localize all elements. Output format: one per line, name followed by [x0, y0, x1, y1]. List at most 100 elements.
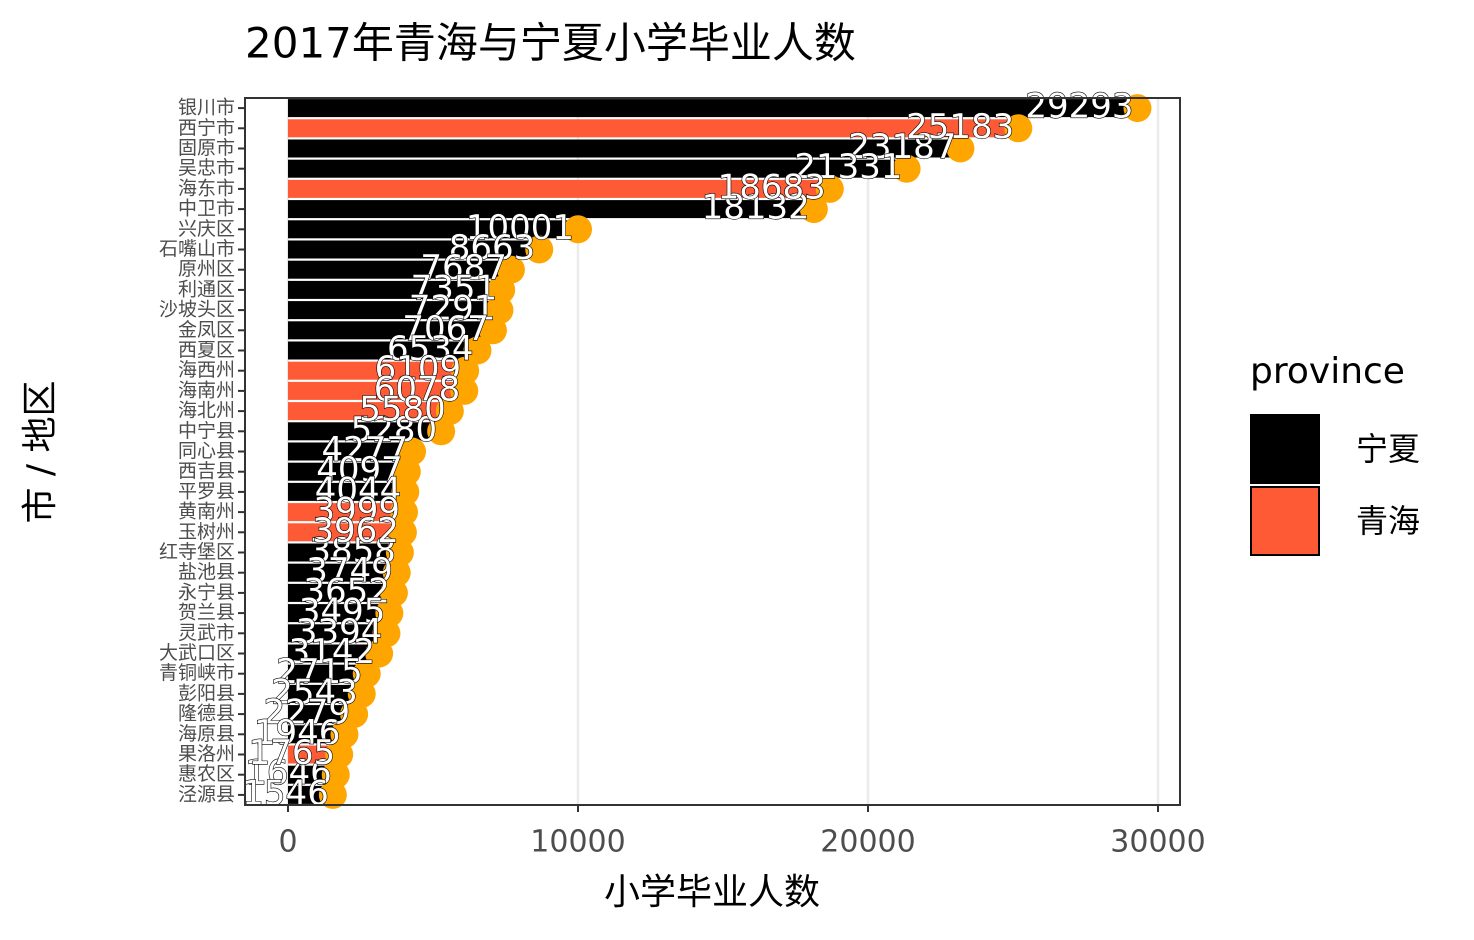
y-tick-label: 隆德县 [178, 703, 235, 725]
chart-title: 2017年青海与宁夏小学毕业人数 [245, 19, 856, 68]
value-label: 7687 [420, 248, 507, 288]
y-tick-label: 原州区 [178, 258, 235, 280]
point [389, 498, 418, 527]
value-label: 4044 [315, 470, 402, 510]
bar [288, 604, 390, 623]
y-tick-label: 海北州 [178, 400, 235, 422]
point [392, 457, 421, 486]
y-tick-label: 海东市 [178, 177, 235, 199]
value-label: 3652 [303, 571, 390, 611]
y-tick-label: 果洛州 [178, 743, 235, 765]
y-tick-label: 中宁县 [178, 420, 235, 442]
y-tick-label: 同心县 [178, 440, 235, 462]
y-tick-label: 贺兰县 [178, 602, 235, 624]
bar [288, 462, 407, 481]
bar [288, 402, 450, 421]
point [1123, 94, 1152, 123]
value-label: 18683 [718, 167, 826, 207]
value-label: 7291 [409, 289, 496, 329]
value-label: 1646 [245, 753, 332, 793]
point [799, 195, 828, 224]
value-label: 2279 [264, 693, 351, 733]
plot-border [244, 97, 1181, 806]
y-tick-label: 石嘴山市 [159, 238, 235, 260]
x-axis-label: 小学毕业人数 [604, 872, 820, 913]
bar [288, 563, 397, 582]
value-label: 8663 [449, 228, 536, 268]
point [435, 397, 464, 426]
bar [288, 119, 1019, 138]
value-label: 2543 [271, 672, 358, 712]
bar [288, 260, 511, 279]
value-label: 2715 [276, 652, 363, 692]
bar [288, 705, 355, 724]
value-label: 18132 [702, 188, 810, 228]
x-tick-label: 30000 [1110, 825, 1205, 860]
bar [288, 139, 961, 158]
y-tick-label: 利通区 [178, 278, 235, 300]
y-tick-label: 西夏区 [178, 339, 235, 361]
point [487, 275, 516, 304]
bar [288, 280, 502, 299]
bar [288, 99, 1138, 118]
bar [288, 361, 466, 380]
point [450, 376, 479, 405]
value-label: 23187 [848, 127, 956, 167]
bar [288, 381, 465, 400]
value-label: 5580 [359, 390, 446, 430]
value-label: 1765 [249, 733, 336, 773]
legend-swatch [1250, 414, 1320, 484]
value-label: 21331 [794, 147, 902, 187]
y-tick-label: 黄南州 [178, 501, 235, 523]
legend-title: province [1250, 351, 1405, 392]
value-label: 10001 [466, 208, 574, 248]
value-label: 3495 [299, 592, 386, 632]
y-tick-label: 兴庆区 [178, 218, 235, 240]
bar [288, 422, 442, 441]
point [388, 518, 417, 547]
y-tick-label: 玉树州 [178, 521, 235, 543]
y-tick-label: 盐池县 [178, 561, 235, 583]
point [325, 740, 354, 769]
y-tick-label: 灵武市 [178, 622, 235, 644]
y-tick-label: 西吉县 [178, 460, 235, 482]
point [318, 780, 347, 809]
value-label: 3749 [306, 551, 393, 591]
y-tick-label: 吴忠市 [178, 157, 235, 179]
bar [288, 240, 540, 259]
value-label: 4277 [322, 430, 409, 470]
value-label: 6534 [387, 329, 474, 369]
point [365, 639, 394, 668]
bar [288, 583, 394, 602]
point [451, 356, 480, 385]
bar [288, 543, 400, 562]
y-tick-label: 海南州 [178, 379, 235, 401]
point [525, 235, 554, 264]
bar [288, 664, 367, 683]
point [946, 134, 975, 163]
y-tick-label: 惠农区 [178, 763, 235, 785]
x-tick-label: 0 [278, 825, 297, 860]
bar [288, 179, 830, 198]
value-label: 3142 [289, 632, 376, 672]
bar [288, 301, 500, 320]
y-tick-label: 青铜峡市 [159, 662, 235, 684]
y-tick-label: 大武口区 [159, 642, 235, 664]
bar [288, 341, 478, 360]
y-tick-label: 西宁市 [178, 117, 235, 139]
point [391, 477, 420, 506]
bar [288, 220, 579, 239]
bar [288, 725, 345, 744]
value-label: 7067 [402, 309, 489, 349]
bar [288, 482, 406, 501]
bar [288, 644, 380, 663]
x-tick-label: 10000 [530, 825, 625, 860]
value-label: 3999 [313, 491, 400, 531]
value-label: 1546 [242, 773, 329, 813]
y-tick-label: 固原市 [178, 137, 235, 159]
value-label: 3858 [309, 531, 396, 571]
bar [288, 624, 387, 643]
legend-label: 青海 [1356, 502, 1420, 540]
y-tick-label: 海西州 [178, 359, 235, 381]
